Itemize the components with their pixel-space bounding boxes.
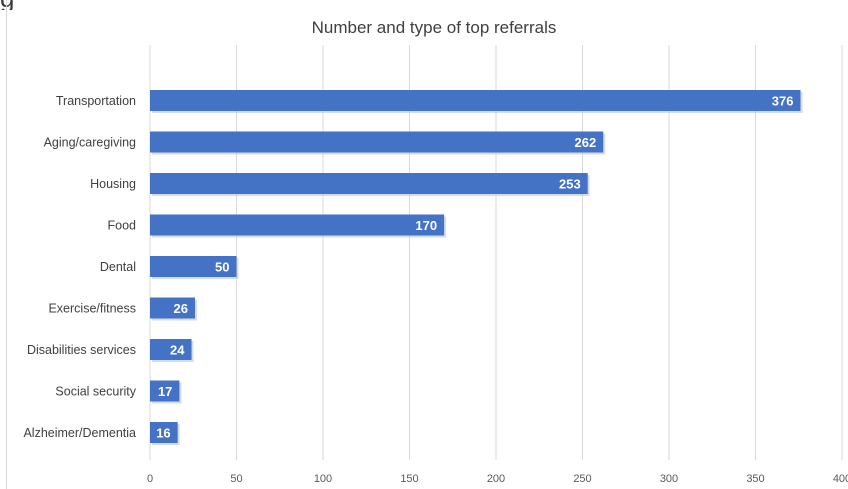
bar-value-label: 24 xyxy=(170,343,185,358)
bar xyxy=(150,380,180,402)
gridlines xyxy=(149,45,843,460)
bar xyxy=(150,131,604,153)
bar xyxy=(150,90,801,111)
x-axis-ticks: 0 50 100 150 200 250 300 350 400 xyxy=(147,473,848,485)
x-tick-label: 250 xyxy=(573,473,591,485)
bar-value-label: 170 xyxy=(415,218,437,233)
category-labels: Transportation Aging/caregiving Housing Foo… xyxy=(23,94,136,440)
cropped-heading-text: g xyxy=(0,0,14,10)
x-tick-label: 150 xyxy=(400,473,418,485)
x-tick-label: 300 xyxy=(660,473,678,485)
bar-value-label: 376 xyxy=(772,94,794,109)
category-label: Exercise/fitness xyxy=(48,302,136,316)
bar xyxy=(150,339,192,360)
bar xyxy=(150,214,445,236)
x-tick-label: 200 xyxy=(487,473,505,485)
category-label: Aging/caregiving xyxy=(44,136,136,150)
category-label: Food xyxy=(108,219,137,233)
category-label: Housing xyxy=(90,177,136,191)
bar-value-label: 253 xyxy=(559,177,581,192)
bar xyxy=(150,422,178,443)
bar-value-label: 262 xyxy=(575,135,597,150)
x-tick-label: 400 xyxy=(833,473,848,485)
bar-value-label: 50 xyxy=(215,260,229,275)
category-label: Alzheimer/Dementia xyxy=(23,426,136,440)
x-tick-label: 0 xyxy=(147,473,153,485)
bar xyxy=(150,297,195,319)
x-tick-label: 50 xyxy=(230,473,242,485)
category-label: Dental xyxy=(100,260,136,274)
x-tick-label: 100 xyxy=(314,473,332,485)
category-label: Disabilities services xyxy=(27,343,136,357)
bar xyxy=(150,256,237,277)
bar-value-label: 26 xyxy=(174,301,188,316)
bar xyxy=(150,173,588,194)
x-tick-label: 350 xyxy=(746,473,764,485)
cropped-heading-fragment: g xyxy=(0,0,848,10)
chart-frame xyxy=(6,0,848,489)
bars: 376 262 253 170 50 26 24 17 16 xyxy=(150,90,803,445)
chart-title: Number and type of top referrals xyxy=(312,18,557,37)
category-label: Social security xyxy=(55,385,136,399)
bar-value-label: 16 xyxy=(156,426,170,441)
bar-value-label: 17 xyxy=(158,384,172,399)
category-label: Transportation xyxy=(56,94,136,108)
